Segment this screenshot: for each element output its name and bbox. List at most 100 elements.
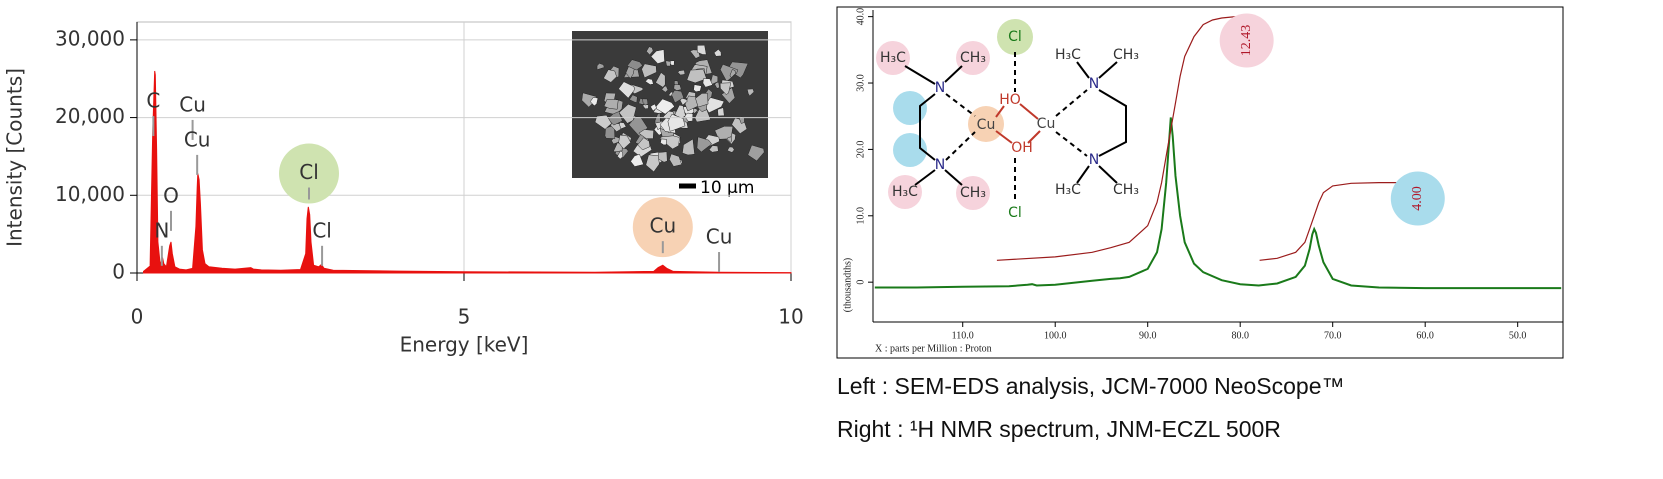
spectrum-line xyxy=(1259,182,1416,261)
particle xyxy=(695,93,709,108)
particle xyxy=(618,134,631,150)
particle xyxy=(581,92,598,108)
peak-label: Cl xyxy=(312,218,332,242)
particle xyxy=(594,114,612,130)
atom-label: HO xyxy=(999,92,1021,108)
peak-label: Cu xyxy=(649,214,676,238)
particle xyxy=(630,153,644,167)
sem-inset: 10 µm xyxy=(572,31,768,198)
particle xyxy=(637,137,651,151)
atom-label: N xyxy=(1089,76,1099,92)
particle xyxy=(603,69,617,83)
particle xyxy=(655,72,666,88)
atom-label: CH₃ xyxy=(960,50,986,66)
x-tick-label: 0 xyxy=(131,305,144,329)
particle xyxy=(661,85,669,93)
x-tick-label: 60.0 xyxy=(1416,330,1434,341)
atom-label: CH₃ xyxy=(1113,182,1139,198)
y-tick-label: 10,000 xyxy=(55,182,125,206)
particle xyxy=(646,46,654,56)
y-tick-label: 10.0 xyxy=(855,207,866,225)
integral-label: 4.00 xyxy=(1410,186,1425,211)
highlight xyxy=(956,176,990,210)
atom-label: H₃C xyxy=(880,50,906,66)
y-tick-label: 0 xyxy=(855,280,866,285)
particle xyxy=(645,154,660,173)
particle xyxy=(603,98,619,110)
peak-label: C xyxy=(146,89,160,113)
molecule: H₃C CH₃ N Cl N H₃C CH₃ Cu HO OH Cu Cl H₃… xyxy=(876,19,1139,221)
y-axis-label: Intensity [Counts] xyxy=(3,68,27,247)
oh-bonds xyxy=(995,103,1041,144)
highlight xyxy=(968,106,1004,142)
atom-label: Cl xyxy=(1008,205,1022,221)
particle xyxy=(665,60,671,67)
atom-label: H₃C xyxy=(892,184,918,200)
highlight xyxy=(956,41,990,75)
particle xyxy=(726,146,735,153)
particle xyxy=(669,153,683,167)
particle xyxy=(642,103,649,110)
highlight xyxy=(893,133,927,167)
atom-label: OH xyxy=(1011,140,1033,156)
particle xyxy=(618,81,635,99)
y-axis-label: (thousandths) xyxy=(842,258,853,312)
y-tick-label: 30,000 xyxy=(55,26,125,50)
atom-label: Cl xyxy=(1008,29,1022,45)
particle xyxy=(726,136,732,143)
spectrum-area xyxy=(142,70,792,274)
particle xyxy=(697,44,707,55)
peak-label: O xyxy=(163,183,179,207)
particle xyxy=(729,69,736,79)
particle xyxy=(610,122,622,133)
peak-label: N xyxy=(154,218,169,242)
particle xyxy=(702,78,713,88)
highlight xyxy=(893,91,927,125)
particle xyxy=(677,69,686,76)
caption: Left : SEM-EDS analysis, JCM-7000 NeoSco… xyxy=(837,373,1344,399)
coordination-bonds xyxy=(945,52,1088,203)
y-tick-label: 20.0 xyxy=(855,141,866,159)
x-tick-label: 80.0 xyxy=(1231,330,1249,341)
highlight xyxy=(876,41,910,75)
atom-label: Cu xyxy=(977,117,996,133)
particle xyxy=(596,63,605,71)
particle xyxy=(696,136,713,153)
particle xyxy=(714,81,720,89)
particle xyxy=(713,49,722,57)
atom-label: CH₃ xyxy=(960,185,986,201)
x-tick-label: 5 xyxy=(458,305,471,329)
particle xyxy=(708,145,719,153)
scale-label: 10 µm xyxy=(700,178,754,198)
spectrum-line xyxy=(874,117,1562,290)
atom-label: N xyxy=(935,157,945,173)
particle xyxy=(618,103,637,124)
atom-label: H₃C xyxy=(1055,182,1081,198)
atom-label: N xyxy=(1089,152,1099,168)
particle xyxy=(628,94,638,104)
y-tick-label: 30.0 xyxy=(855,74,866,92)
atom-label: CH₃ xyxy=(1113,47,1139,63)
nmr-frame xyxy=(836,6,1564,359)
particle xyxy=(747,144,765,162)
particle xyxy=(719,82,732,95)
particle xyxy=(671,90,685,104)
particle xyxy=(589,97,599,107)
x-tick-label: 90.0 xyxy=(1139,330,1157,341)
atom-label: Cu xyxy=(1037,116,1056,132)
peak-label: Cl xyxy=(299,160,319,184)
particle xyxy=(693,84,702,93)
particle xyxy=(660,138,667,146)
particle xyxy=(617,150,624,160)
highlight xyxy=(1390,171,1445,226)
x-tick-label: 100.0 xyxy=(1044,330,1067,341)
particle xyxy=(642,98,649,106)
particle xyxy=(682,138,695,156)
x-tick-label: 110.0 xyxy=(952,330,974,341)
spectrum-line xyxy=(996,16,1236,261)
peak-label: Cu xyxy=(179,92,206,116)
highlight xyxy=(632,197,693,258)
peak-label: Cu xyxy=(706,225,733,249)
particle xyxy=(686,69,707,84)
